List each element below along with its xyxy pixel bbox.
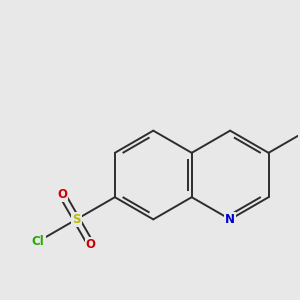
Text: O: O xyxy=(57,188,67,201)
Text: Cl: Cl xyxy=(32,235,44,248)
Text: O: O xyxy=(86,238,96,251)
Text: Br: Br xyxy=(299,124,300,137)
Text: S: S xyxy=(72,213,81,226)
Text: N: N xyxy=(225,213,235,226)
